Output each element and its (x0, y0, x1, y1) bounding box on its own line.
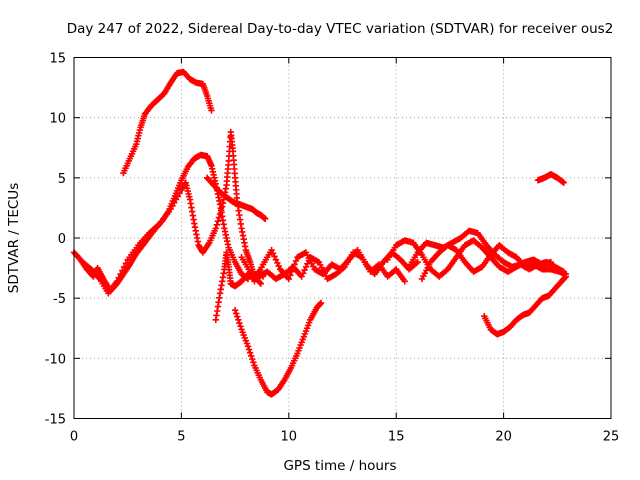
data-point (212, 225, 219, 232)
data-point (256, 279, 264, 286)
y-tick-label: 5 (58, 172, 66, 187)
data-point (560, 179, 567, 186)
data-point (287, 272, 294, 279)
data-point (275, 262, 282, 270)
x-tick-label: 15 (388, 430, 405, 445)
x-tick-label: 10 (281, 430, 298, 445)
y-axis-label: SDTVAR / TECUs (6, 183, 22, 293)
data-point (261, 215, 269, 222)
data-point (269, 250, 277, 257)
y-tick-label: 0 (58, 232, 66, 247)
data-point (117, 270, 124, 278)
data-point (248, 352, 255, 360)
series-arc-12 (481, 273, 570, 338)
data-point (301, 266, 308, 274)
data-point (176, 189, 183, 197)
series-arc-13 (534, 171, 567, 186)
data-point (235, 316, 242, 324)
data-point (245, 346, 253, 353)
data-point (171, 199, 178, 206)
data-point (292, 257, 300, 265)
y-tick-label: -10 (45, 352, 66, 367)
data-point (234, 313, 241, 320)
data-point (272, 256, 280, 263)
data-point (214, 217, 222, 225)
data-point (217, 207, 225, 214)
data-points (70, 68, 570, 398)
data-point (257, 280, 265, 287)
y-tick-label: -5 (53, 292, 66, 307)
x-tick-label: 20 (495, 430, 512, 445)
data-point (285, 275, 292, 283)
data-point (302, 263, 310, 271)
data-point (113, 278, 121, 285)
data-point (291, 261, 298, 268)
data-point (299, 270, 307, 277)
series-arc-6 (231, 299, 325, 398)
data-point (237, 323, 244, 330)
data-point (298, 273, 305, 280)
grid-lines (74, 57, 611, 419)
data-point (274, 259, 281, 267)
y-tick-label: 10 (49, 112, 66, 127)
data-point (317, 299, 325, 307)
series-arc-2 (120, 68, 215, 177)
data-point (289, 264, 297, 272)
y-tick-label: -15 (45, 413, 66, 428)
data-point (231, 307, 239, 314)
y-tick-label: 15 (49, 52, 66, 67)
data-point (169, 202, 176, 210)
x-tick-label: 0 (70, 430, 78, 445)
data-point (401, 278, 408, 285)
data-point (246, 349, 254, 356)
data-point (244, 343, 252, 350)
data-point (250, 359, 257, 366)
data-point (115, 274, 122, 281)
data-point (122, 260, 130, 267)
data-point (288, 268, 295, 275)
data-point (559, 178, 566, 186)
data-point (232, 310, 240, 317)
data-point (174, 193, 182, 200)
data-point (236, 319, 243, 327)
data-point (215, 214, 223, 221)
data-point (216, 210, 224, 218)
plot-frame (73, 57, 612, 419)
data-point (167, 205, 174, 213)
data-point (414, 258, 421, 266)
x-tick-label: 25 (603, 430, 620, 445)
data-point (249, 355, 256, 363)
data-point (562, 273, 570, 280)
data-point (271, 253, 278, 260)
series-arc-5 (203, 174, 269, 222)
data-point (120, 263, 128, 271)
x-tick-label: 5 (177, 430, 185, 445)
series-arc-4 (212, 249, 267, 324)
data-point (208, 107, 215, 114)
data-point (172, 196, 180, 203)
data-point (213, 221, 221, 228)
x-axis-label: GPS time / hours (283, 458, 396, 474)
data-point (268, 246, 275, 254)
series-arc-11 (418, 242, 570, 283)
data-point (119, 267, 126, 274)
chart-title: Day 247 of 2022, Sidereal Day-to-day VTE… (67, 21, 614, 37)
